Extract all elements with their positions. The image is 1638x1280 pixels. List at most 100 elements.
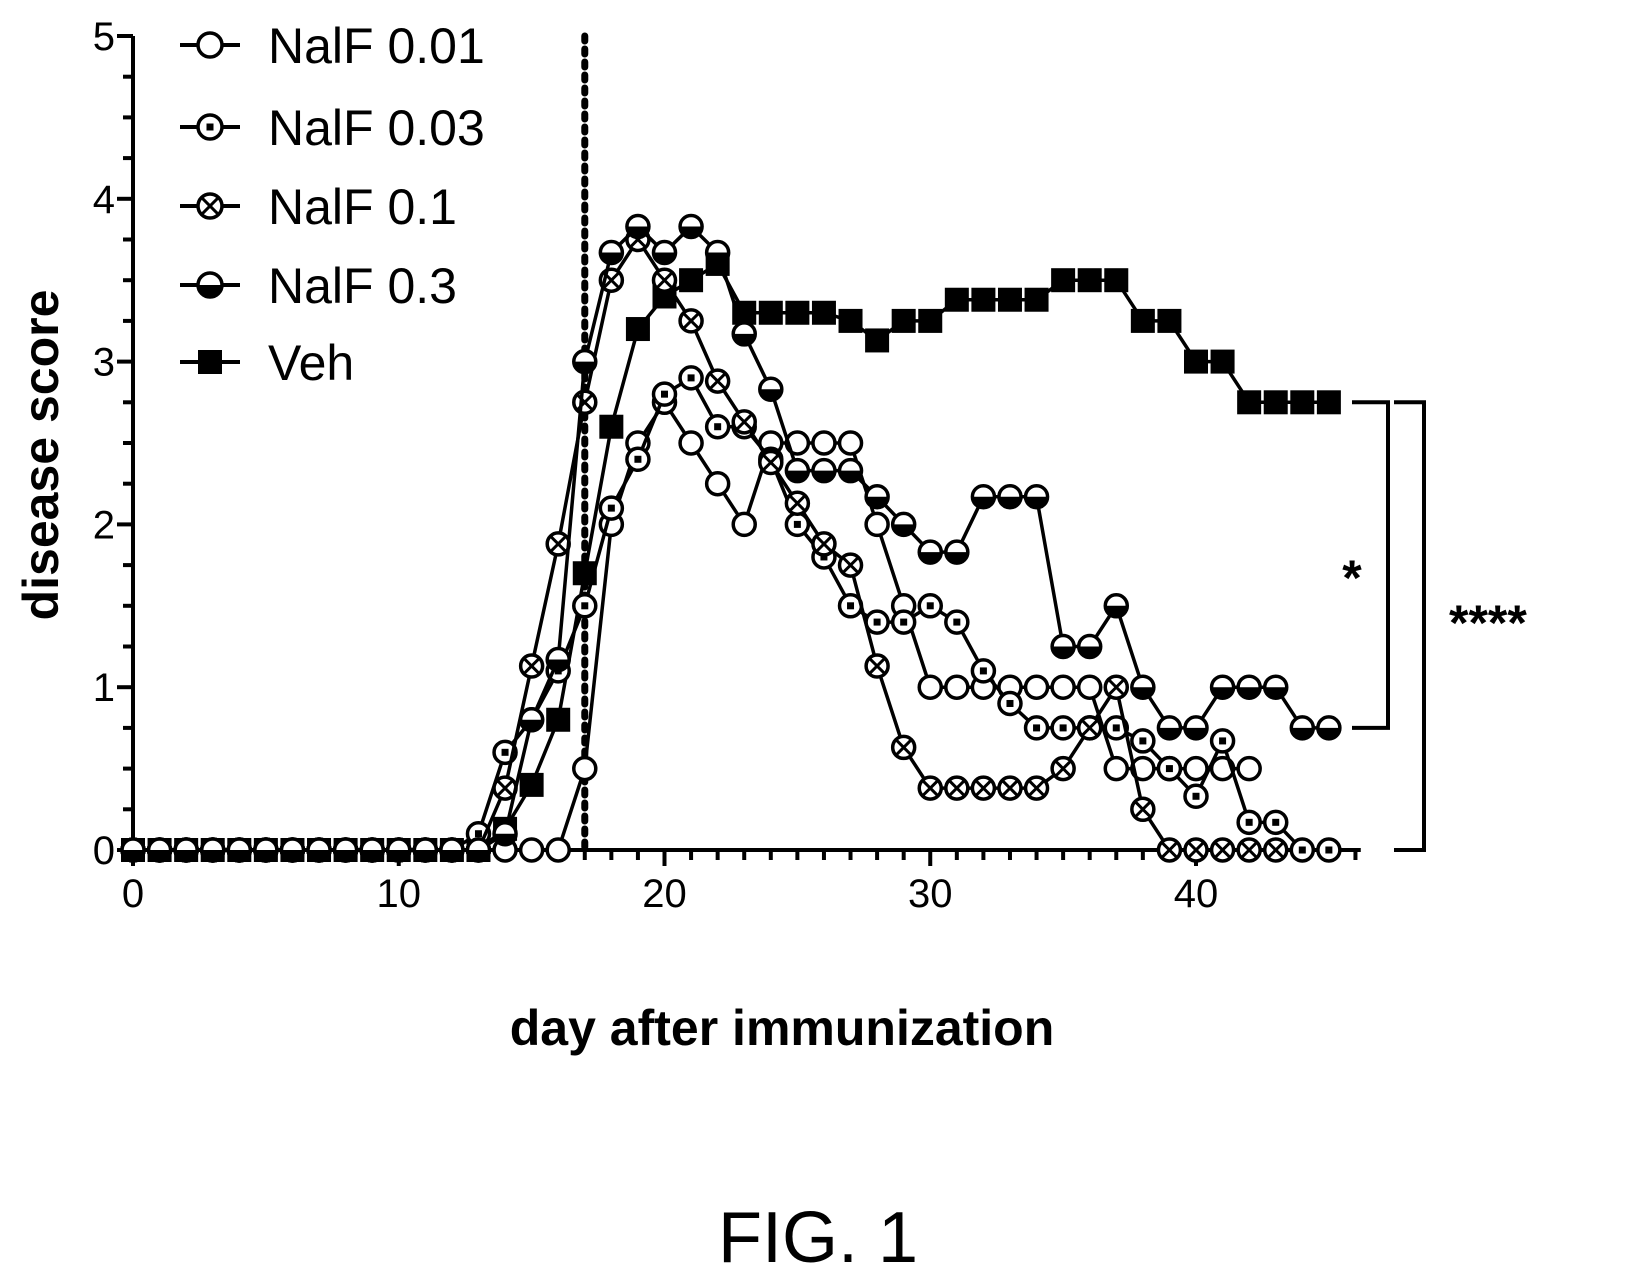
y-tick-label: 2 — [93, 503, 115, 547]
circle-mark — [678, 430, 704, 456]
data-point — [518, 653, 545, 679]
data-point — [917, 674, 943, 700]
data-point — [253, 837, 279, 863]
square-mark — [758, 300, 783, 325]
circle-mark — [704, 470, 731, 497]
data-point — [572, 348, 598, 375]
half-fill — [1052, 646, 1075, 658]
data-point — [1157, 308, 1182, 333]
data-point — [1103, 674, 1130, 700]
data-point — [864, 511, 890, 538]
data-point — [811, 531, 837, 557]
square-mark — [625, 317, 650, 342]
square-mark — [1130, 308, 1155, 333]
circle-mark — [1076, 674, 1103, 700]
center-dot — [501, 748, 509, 756]
half-fill — [839, 470, 862, 482]
center-dot — [847, 602, 855, 610]
half-fill — [1025, 496, 1048, 508]
legend-marker — [196, 271, 224, 299]
data-point — [1156, 837, 1183, 863]
data-point — [572, 593, 598, 619]
square-mark — [1237, 390, 1262, 415]
axes: 0 1 2 3 4 5 0 10 20 30 40 — [93, 15, 1361, 916]
data-point — [1236, 755, 1262, 782]
legend: NalF 0.01 NalF 0.03 NalF 0.1 NalF 0.3 Veh — [180, 18, 485, 391]
legend-marker — [196, 113, 224, 141]
series-layer — [120, 213, 1342, 863]
half-fill — [573, 361, 596, 373]
cross-stroke — [708, 372, 727, 390]
circle-mark — [572, 755, 598, 782]
data-point — [439, 837, 465, 863]
data-point — [1236, 809, 1262, 836]
half-fill — [547, 659, 570, 671]
data-point — [173, 837, 199, 863]
data-point — [1183, 837, 1209, 863]
cross-stroke — [921, 779, 940, 797]
center-dot — [1139, 737, 1147, 745]
data-point — [1130, 728, 1156, 754]
data-point — [1130, 308, 1155, 333]
square-mark — [811, 300, 836, 325]
center-dot — [873, 618, 881, 626]
legend-label: NalF 0.3 — [268, 258, 457, 314]
y-tick-label: 5 — [93, 15, 115, 59]
data-point — [1130, 755, 1156, 782]
data-point — [1050, 755, 1076, 782]
data-point — [518, 837, 545, 863]
half-fill — [198, 285, 222, 297]
half-fill — [919, 552, 942, 564]
data-point — [651, 267, 678, 293]
data-point — [1236, 674, 1262, 700]
square-mark — [891, 308, 916, 333]
half-fill — [706, 252, 729, 264]
legend-item: NalF 0.03 — [180, 100, 485, 156]
legend-item: NalF 0.01 — [180, 18, 485, 74]
significance-bracket: **** — [1394, 400, 1527, 852]
square-mark — [1157, 308, 1182, 333]
data-point — [1024, 287, 1049, 312]
data-point — [651, 381, 678, 407]
legend-marker — [196, 31, 224, 59]
data-point — [679, 268, 704, 293]
circle-mark — [944, 674, 970, 700]
data-point — [332, 837, 359, 863]
half-fill — [733, 333, 756, 345]
data-point — [758, 449, 784, 476]
data-point — [359, 837, 385, 863]
circle-mark — [1050, 674, 1076, 700]
series-line — [133, 399, 1250, 852]
data-point — [785, 300, 810, 325]
center-dot — [714, 423, 722, 431]
square-mark — [599, 414, 624, 439]
data-point — [1209, 837, 1236, 863]
half-fill — [680, 226, 703, 238]
half-fill — [1238, 687, 1261, 699]
square-mark — [997, 287, 1022, 312]
center-dot — [793, 520, 801, 528]
data-point — [1130, 796, 1156, 823]
legend-marker — [198, 350, 222, 374]
cross-stroke — [1187, 841, 1205, 859]
cross-stroke — [682, 312, 700, 330]
square-mark — [1024, 287, 1049, 312]
legend-marker — [196, 192, 224, 220]
data-point — [1263, 390, 1288, 415]
data-point — [1130, 674, 1156, 700]
cross-stroke — [200, 196, 220, 216]
series-nalf-0-3 — [120, 213, 1342, 863]
data-point — [704, 239, 731, 266]
square-mark — [198, 350, 222, 374]
center-dot — [1325, 846, 1333, 854]
significance-label: * — [1342, 550, 1362, 606]
center-dot — [1006, 699, 1014, 707]
x-tick-label: 30 — [908, 872, 953, 916]
data-point — [864, 483, 890, 510]
data-point — [1289, 837, 1316, 863]
data-point — [598, 495, 625, 521]
data-point — [1023, 674, 1050, 700]
series-line — [133, 236, 1276, 852]
cross-stroke — [894, 738, 913, 757]
center-dot — [1245, 818, 1253, 826]
